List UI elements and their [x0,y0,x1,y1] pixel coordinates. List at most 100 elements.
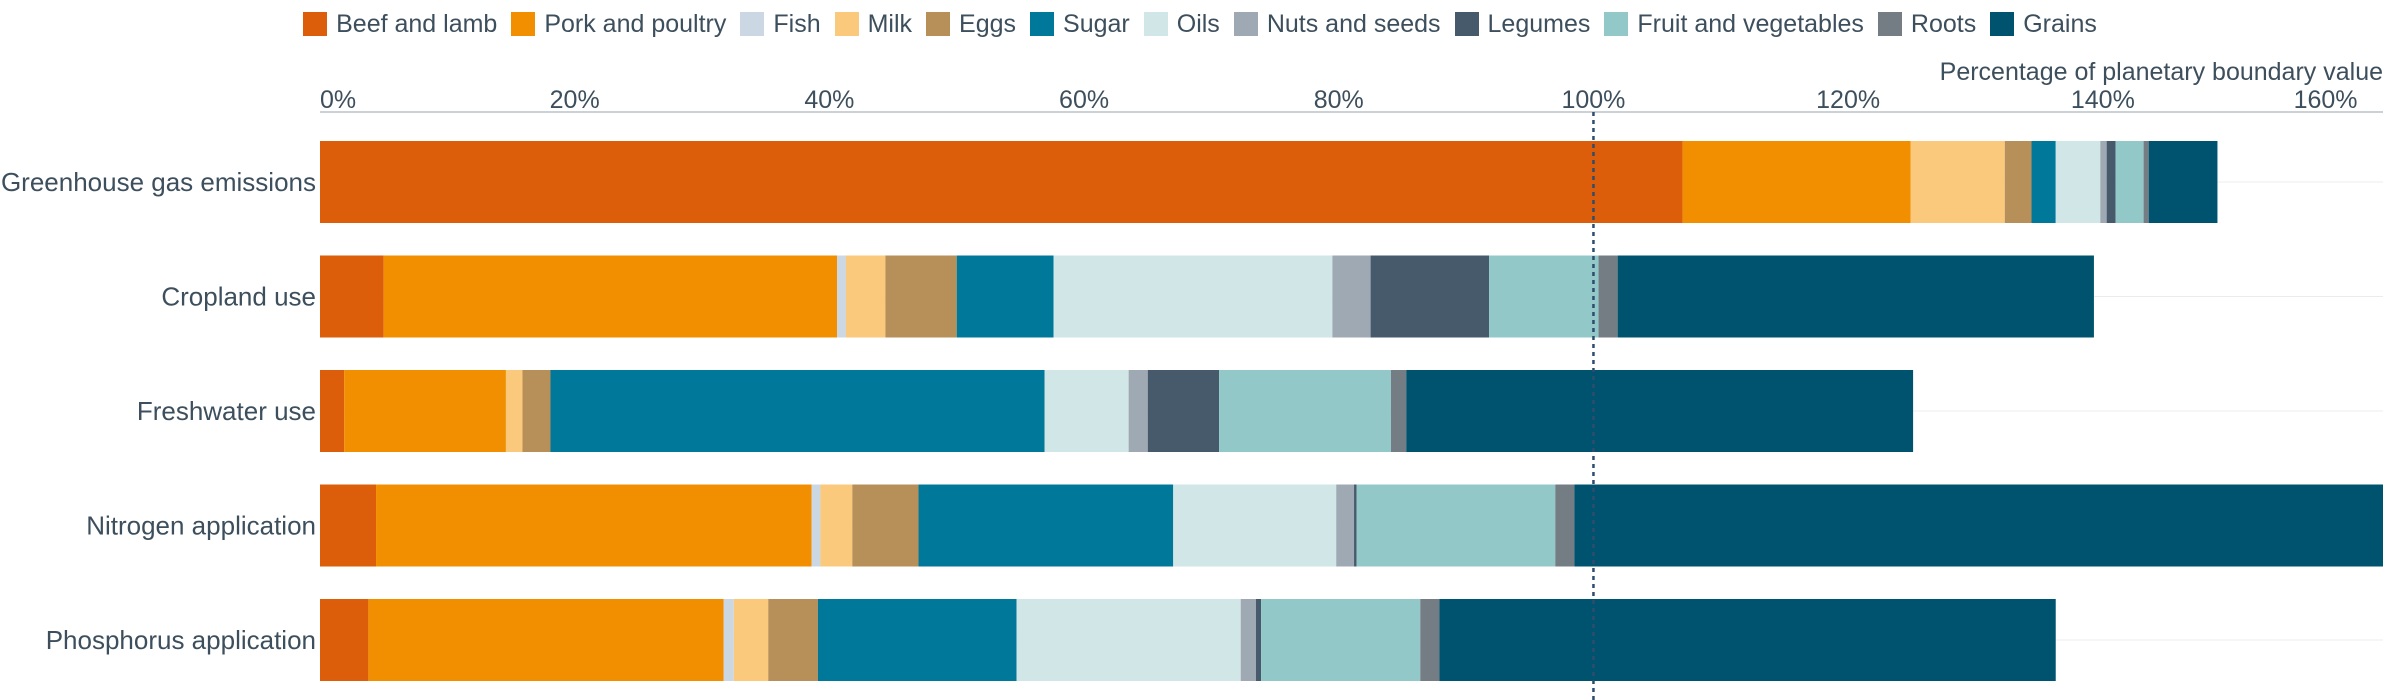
x-tick-label: 120% [1816,86,1880,114]
bar-segment [1261,599,1421,681]
bar-segment [505,370,523,452]
category-label: Nitrogen application [86,511,316,541]
bar-segment [845,255,886,338]
legend-swatch [1604,12,1629,36]
bar-segment [1370,255,1490,338]
legend-label: Oils [1176,9,1220,38]
bar-segment [1555,484,1575,567]
legend-label: Beef and lamb [336,9,498,38]
legend-swatch [1990,12,2015,36]
bar-segment [1219,370,1391,452]
legend-label: Pork and poultry [544,9,727,38]
legend-item: Legumes [1454,9,1591,39]
category-label: Greenhouse gas emissions [1,167,316,197]
bar-segment [368,599,724,681]
legend-item: Milk [834,9,913,39]
bar-segment [1682,141,1911,223]
legend-item: Beef and lamb [303,10,497,39]
legend-swatch [1030,12,1055,36]
legend-item: Roots [1877,9,1977,39]
bar-segment [817,599,1017,681]
bar-segment [885,255,957,338]
bar-segment [723,599,734,681]
bar-segment [550,370,1045,452]
legend-swatch [926,12,951,36]
legend-label: Nuts and seeds [1266,9,1441,38]
legend-swatch [1877,12,1902,36]
legend-item: Pork and poultry [511,10,726,39]
bar-segment [1240,599,1256,681]
bar-segment [1255,599,1262,681]
bar-segment [918,484,1174,567]
x-tick-label: 160% [2294,86,2358,114]
bar-segment [811,484,821,567]
bar-segment [2055,141,2101,223]
legend-label: Eggs [959,9,1017,38]
bar-segment [1574,484,2383,567]
legend-swatch [740,12,765,36]
bar-segment [1617,255,2094,338]
bar-segment [1598,255,1618,338]
bar-segment [344,370,506,452]
x-tick-label: 80% [1314,86,1364,114]
bar-segment [1016,599,1241,681]
legend-label: Fish [773,9,821,38]
bar-segment [1173,484,1337,567]
category-label: Phosphorus application [46,625,316,655]
bar-segment [320,141,1683,223]
category-label: Freshwater use [137,396,316,426]
legend-swatch [1143,12,1168,36]
bar-segment [522,370,551,452]
bar-segment [1336,484,1355,567]
bar-segment [1053,255,1333,338]
legend-item: Fruit and vegetables [1604,10,1864,39]
bar-segment [1356,484,1556,567]
x-tick-label: 60% [1059,86,1109,114]
bar-segment [2143,141,2149,223]
bar-segment [1489,255,1599,338]
legend-label: Roots [1910,9,1977,38]
bar-segment [1390,370,1407,452]
legend-label: Milk [867,9,913,38]
legend-swatch [303,12,328,36]
bar-segment [376,484,812,567]
x-tick-label: 140% [2071,86,2135,114]
bar-segment [837,255,846,338]
bar-segment [1147,370,1220,452]
bar-segment [1420,599,1440,681]
legend-item: Sugar [1030,10,1130,39]
legend-item: Oils [1143,9,1220,39]
bar-segment [1044,370,1129,452]
category-label: Cropland use [161,282,316,312]
x-tick-label: 0% [320,86,356,114]
bar-segment [733,599,769,681]
bar-segment [2004,141,2032,223]
bar-segment [852,484,919,567]
legend-label: Legumes [1487,9,1591,38]
bar-segment [1910,141,2005,223]
legend-swatch [834,12,859,36]
bar-segment [383,255,838,338]
bar-segment [956,255,1054,338]
legend-item: Eggs [926,10,1016,39]
legend-swatch [511,12,536,36]
x-tick-label: 40% [804,86,854,114]
legend-swatch [1454,12,1479,36]
legend-item: Fish [740,9,821,39]
bar-segment [1406,370,1914,452]
bar-segment [2148,141,2218,223]
x-axis-title: Percentage of planetary boundary value [1940,58,2383,86]
bar-segment [2100,141,2107,223]
bar-segment [2031,141,2056,223]
legend-label: Sugar [1063,9,1130,38]
bar-segment [1332,255,1371,338]
bar-segment [320,599,369,681]
chart-legend: Beef and lamb Pork and poultry Fish Milk Egg… [0,6,2400,42]
bar-segment [1354,484,1357,567]
legend-item: Nuts and seeds [1233,9,1441,39]
bar-segment [2106,141,2116,223]
bar-segment [768,599,818,681]
legend-label: Fruit and vegetables [1637,9,1864,38]
legend-item: Grains [1990,10,2097,39]
